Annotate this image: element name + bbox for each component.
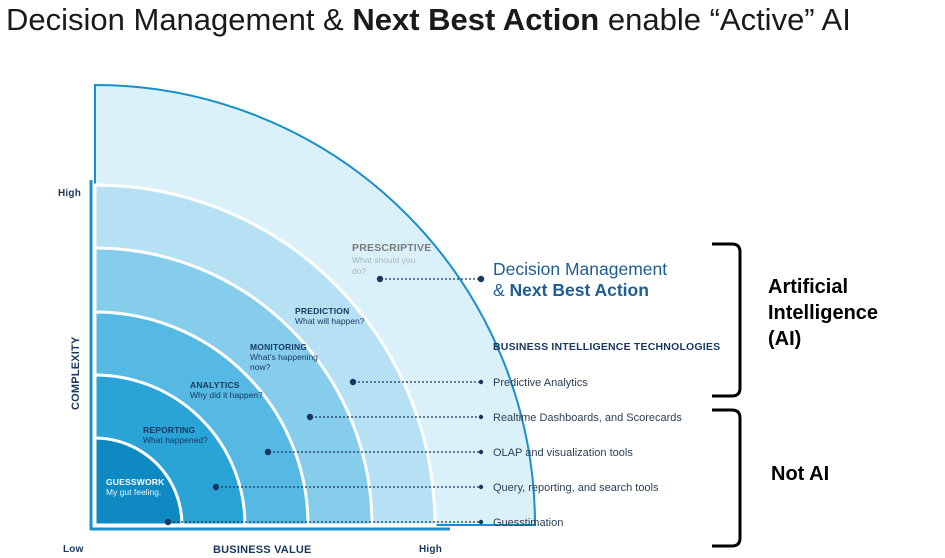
x-axis-low-label: Low — [63, 544, 84, 555]
level-prescriptive-desc-2: do? — [352, 266, 366, 276]
dot-query-end — [478, 484, 484, 490]
level-prediction-name: PREDICTION — [295, 306, 349, 316]
y-axis-high-label: High — [58, 188, 81, 199]
decision-management-line-2: & Next Best Action — [493, 280, 667, 301]
leader-lines — [164, 275, 485, 526]
dot-realtime-start — [306, 413, 314, 421]
level-labels: GUESSWORK My gut feeling. REPORTING What… — [106, 242, 431, 497]
dot-predictive-end — [478, 379, 484, 385]
dot-guesstimation-end — [478, 519, 484, 525]
title-part-1: Decision Management & — [6, 2, 353, 37]
tech-guesstimation: Guesstimation — [493, 517, 563, 529]
y-axis-title: COMPLEXITY — [70, 336, 82, 410]
ai-label-line-1: Artificial — [768, 276, 849, 298]
slide-title: Decision Management & Next Best Action e… — [6, 2, 851, 38]
ai-label-line-3: (AI) — [768, 328, 802, 350]
band-guesswork — [93, 436, 184, 527]
not-ai-label: Not AI — [771, 463, 830, 485]
level-prescriptive-name: PRESCRIPTIVE — [352, 242, 431, 254]
not-ai-bracket — [712, 408, 742, 548]
level-guesswork-desc: My gut feeling. — [106, 487, 161, 497]
ai-label-line-2: Intelligence — [768, 302, 879, 324]
level-monitoring-desc-2: now? — [250, 362, 271, 372]
dot-guesstimation-start — [164, 518, 172, 526]
level-prediction-desc: What will happen? — [295, 316, 365, 326]
dot-prescriptive-end — [477, 275, 485, 283]
decision-management-label: Decision Management & Next Best Action — [493, 259, 667, 301]
ai-bracket — [712, 242, 742, 398]
x-axis-title: BUSINESS VALUE — [213, 544, 312, 556]
tech-query-reporting-search: Query, reporting, and search tools — [493, 482, 659, 494]
tech-predictive-analytics: Predictive Analytics — [493, 377, 588, 389]
dot-realtime-end — [478, 414, 484, 420]
decision-line-2-prefix: & — [493, 280, 510, 300]
x-axis-high-label: High — [419, 544, 442, 555]
level-analytics-desc: Why did it happen? — [190, 390, 263, 400]
level-reporting-name: REPORTING — [143, 425, 196, 435]
level-reporting-desc: What happened? — [143, 435, 208, 445]
dot-predictive-start — [349, 378, 357, 386]
tech-olap-visualization: OLAP and visualization tools — [493, 447, 633, 459]
title-part-3: enable “Active” AI — [599, 2, 851, 37]
dot-olap-start — [264, 448, 272, 456]
tech-realtime-dashboards: Realtime Dashboards, and Scorecards — [493, 412, 682, 424]
level-monitoring-name: MONITORING — [250, 342, 307, 352]
dot-olap-end — [478, 449, 484, 455]
next-best-action-bold: Next Best Action — [509, 280, 649, 300]
level-guesswork-name: GUESSWORK — [106, 477, 165, 487]
decision-management-line-1: Decision Management — [493, 259, 668, 279]
ai-label: Artificial Intelligence (AI) — [768, 274, 878, 352]
quadrant-bands — [93, 83, 537, 527]
bi-technologies-heading: BUSINESS INTELLIGENCE TECHNOLOGIES — [493, 341, 720, 353]
dot-query-start — [212, 483, 220, 491]
level-analytics-name: ANALYTICS — [190, 380, 240, 390]
title-part-2-bold: Next Best Action — [352, 2, 600, 37]
level-prescriptive-desc-1: What should you — [352, 255, 416, 265]
level-monitoring-desc-1: What’s happening — [250, 352, 318, 362]
dot-prescriptive-start — [376, 275, 384, 283]
